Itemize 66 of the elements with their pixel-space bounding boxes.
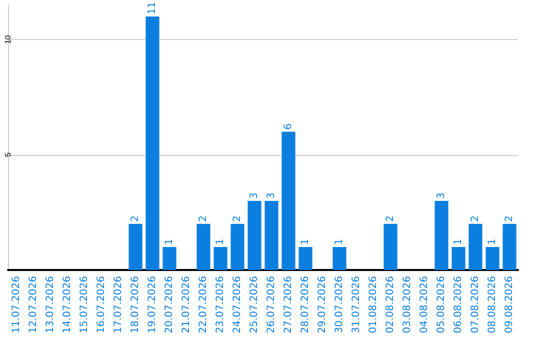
x-tick-label: 06.08.2026: [453, 276, 464, 334]
x-tick-label: 31.07.2026: [351, 276, 362, 334]
bar: [128, 224, 142, 270]
bar: [468, 224, 482, 270]
x-tick-label: 07.08.2026: [470, 276, 481, 334]
x-tick-label: 25.07.2026: [249, 276, 260, 334]
bar: [146, 16, 160, 270]
x-tick-label: 13.07.2026: [45, 276, 56, 334]
x-tick-label: 20.07.2026: [164, 276, 175, 334]
x-tick-label: 02.08.2026: [385, 276, 396, 334]
bar: [248, 200, 262, 270]
x-tick-label: 18.07.2026: [130, 276, 141, 334]
x-tick-label: 09.08.2026: [504, 276, 515, 334]
x-tick-label: 28.07.2026: [300, 276, 311, 334]
data-label: 2: [470, 216, 481, 222]
data-label: 2: [385, 216, 396, 222]
x-tick-label: 30.07.2026: [334, 276, 345, 334]
data-label: 6: [283, 123, 294, 130]
data-label: 1: [453, 238, 464, 245]
x-tick-label: 23.07.2026: [215, 276, 226, 334]
data-label: 2: [232, 216, 243, 222]
data-label: 2: [198, 216, 209, 222]
data-label: 2: [504, 216, 515, 222]
data-label: 3: [249, 192, 260, 199]
x-tick-label: 04.08.2026: [419, 276, 430, 334]
x-tick-label: 12.07.2026: [28, 276, 39, 334]
y-tick-label: 10: [4, 34, 12, 44]
data-label: 1: [164, 238, 175, 245]
x-tick-label: 11.07.2026: [11, 276, 22, 334]
bar: [196, 224, 210, 270]
x-tick-label: 14.07.2026: [62, 276, 73, 334]
bar: [298, 246, 312, 270]
bar: [384, 224, 398, 270]
bar: [264, 200, 278, 270]
x-tick-label: 24.07.2026: [232, 276, 243, 334]
bar: [162, 246, 176, 270]
data-label: 1: [300, 238, 311, 245]
data-label: 3: [266, 192, 277, 199]
x-tick-label: 15.07.2026: [79, 276, 90, 334]
bar: [452, 246, 466, 270]
x-tick-label: 19.07.2026: [147, 276, 158, 334]
bar: [214, 246, 228, 270]
x-tick-label: 01.08.2026: [368, 276, 379, 334]
bar: [434, 200, 448, 270]
data-label: 3: [436, 192, 447, 199]
x-tick-label: 17.07.2026: [113, 276, 124, 334]
x-tick-label: 29.07.2026: [317, 276, 328, 334]
x-tick-label: 16.07.2026: [96, 276, 107, 334]
x-tick-label: 05.08.2026: [436, 276, 447, 334]
data-label: 11: [147, 2, 158, 15]
bar: [282, 132, 296, 270]
x-tick-label: 26.07.2026: [266, 276, 277, 334]
bar: [332, 246, 346, 270]
data-label: 1: [334, 238, 345, 245]
x-tick-label: 27.07.2026: [283, 276, 294, 334]
x-tick-label: 08.08.2026: [487, 276, 498, 334]
x-tick-label: 22.07.2026: [198, 276, 209, 334]
x-tick-label: 03.08.2026: [402, 276, 413, 334]
data-label: 1: [487, 238, 498, 245]
bar: [486, 246, 500, 270]
bar: [502, 224, 516, 270]
x-tick-label: 21.07.2026: [181, 276, 192, 334]
bar: [230, 224, 244, 270]
y-tick-label: 5: [4, 152, 12, 158]
data-label: 2: [130, 216, 141, 222]
data-label: 1: [215, 238, 226, 245]
